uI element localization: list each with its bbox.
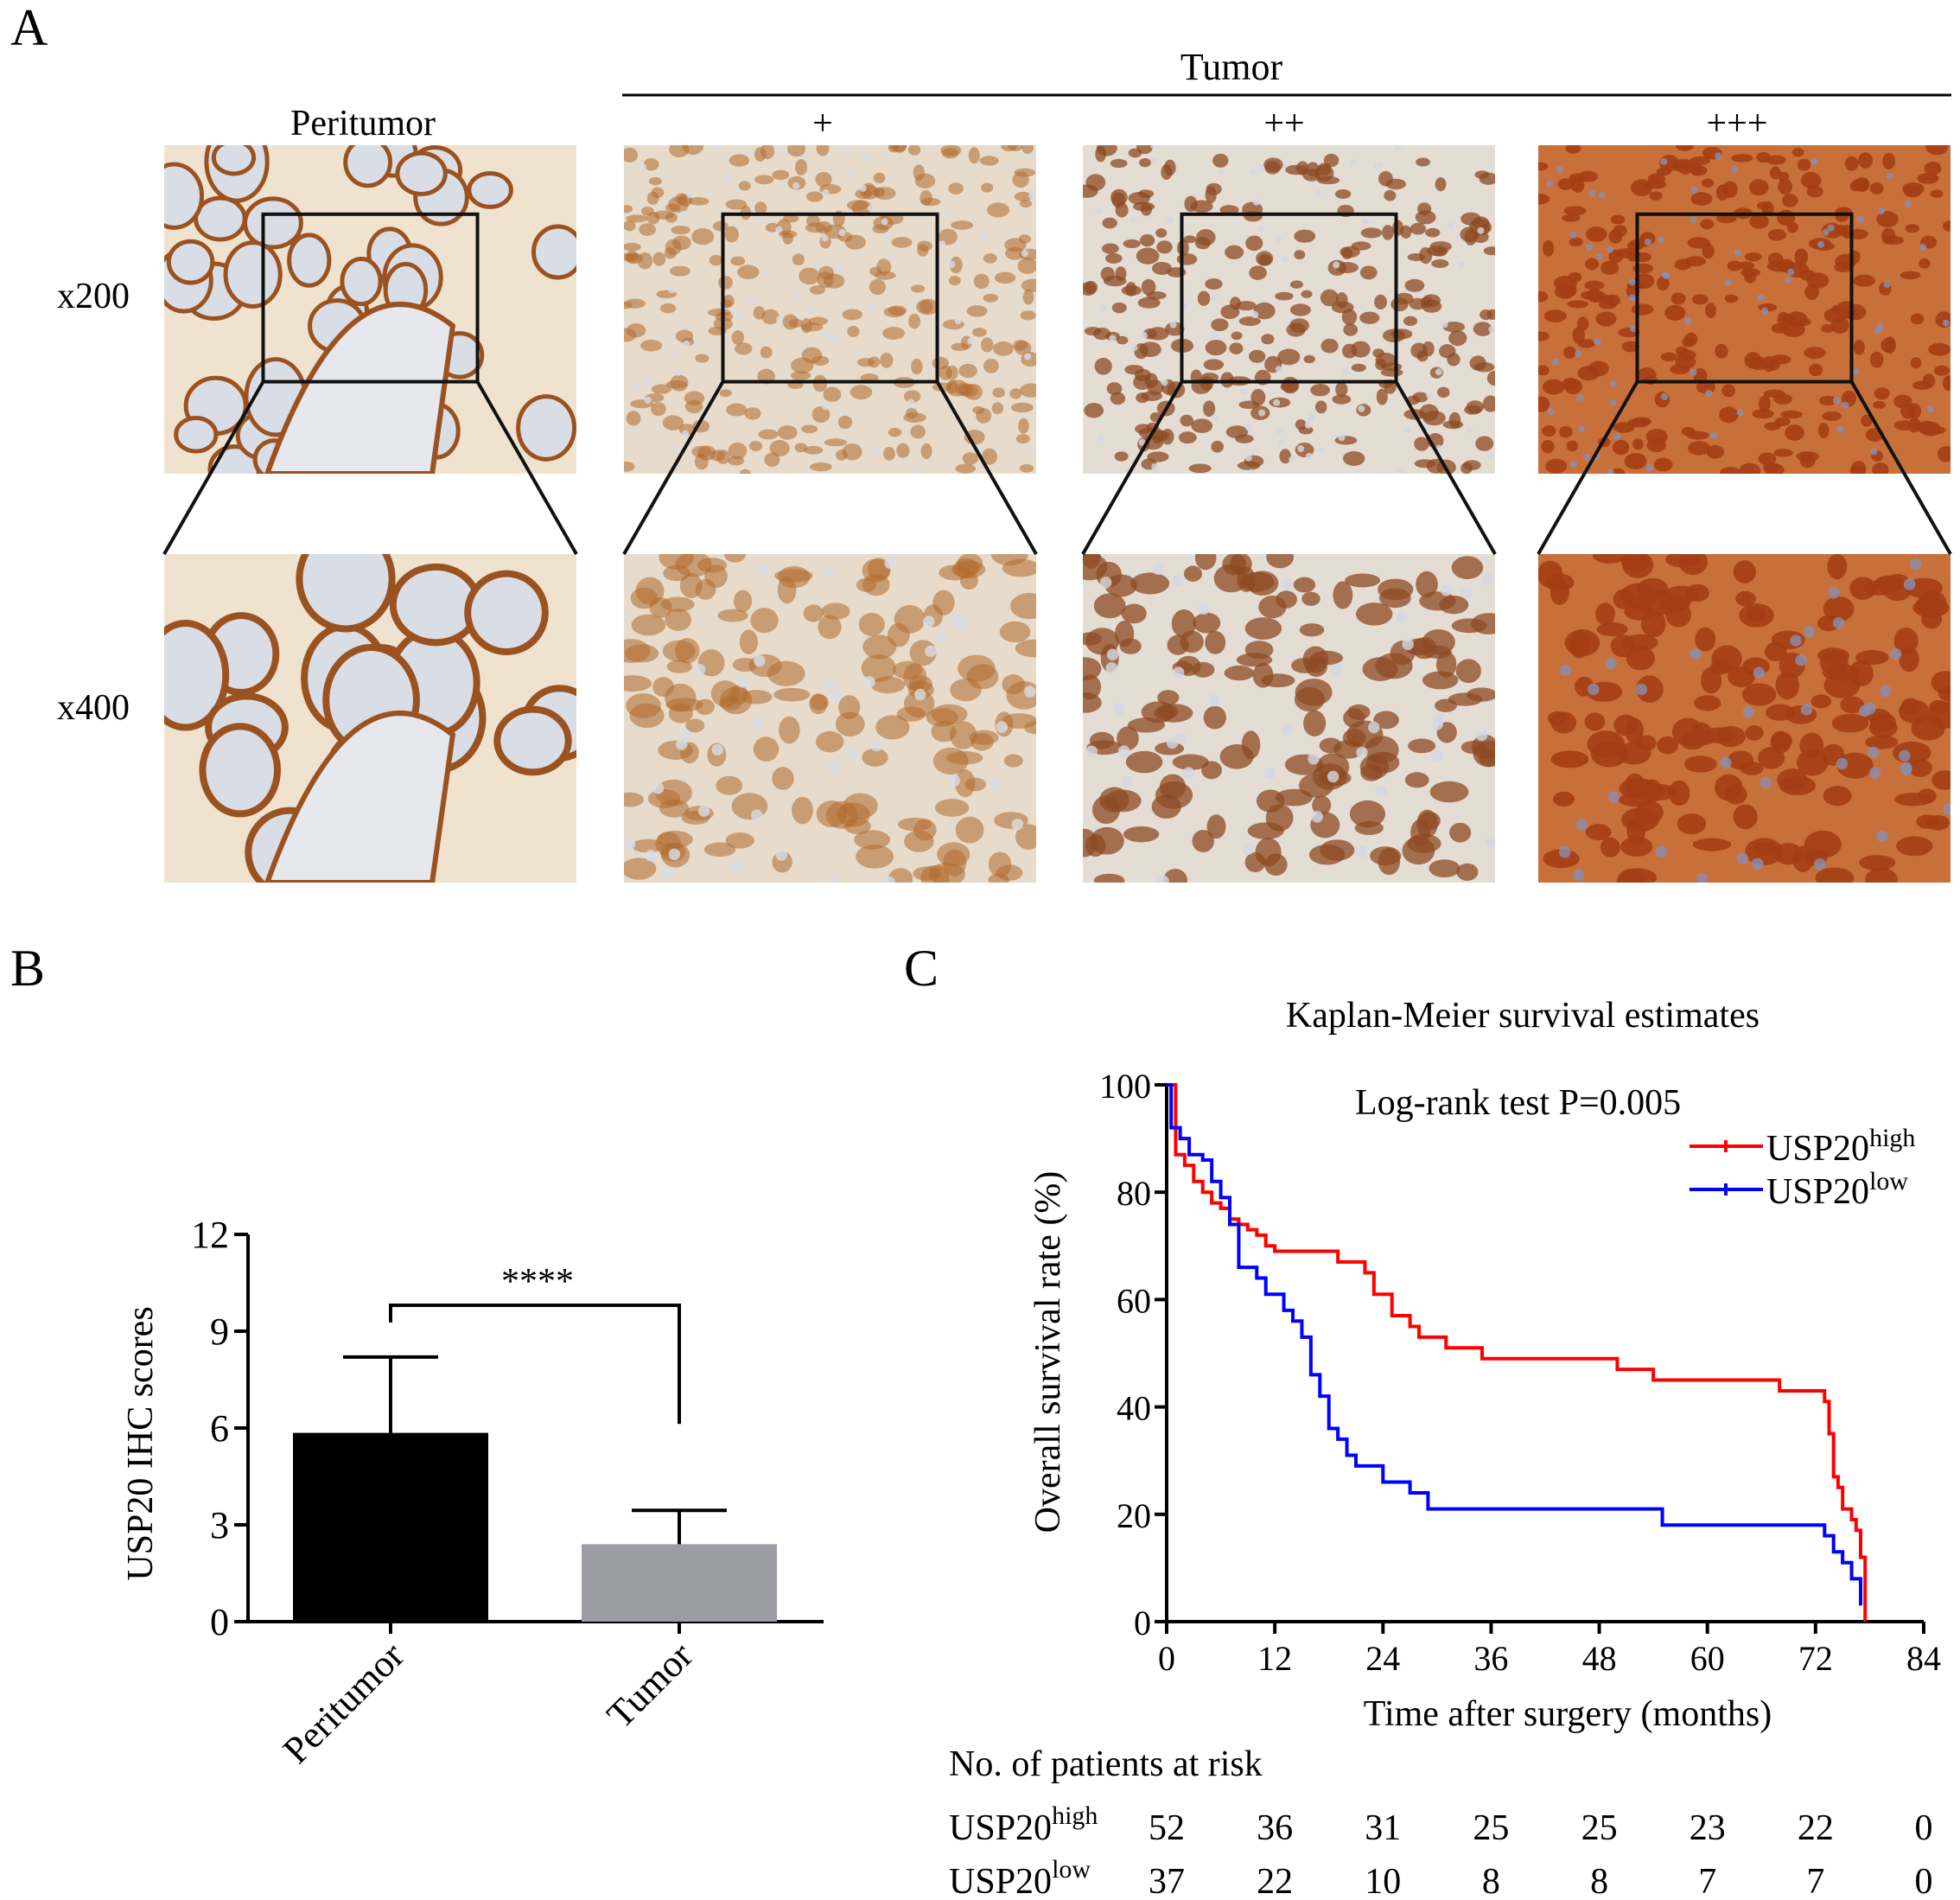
risk-count-high: 52 (1149, 1808, 1185, 1848)
risk-count-low: 10 (1365, 1862, 1401, 1900)
micrograph-plusplusplus-x400 (1538, 554, 1950, 883)
risk-table-title: No. of patients at risk (949, 1744, 1263, 1784)
zoom-line-right-plus (935, 380, 1038, 555)
km-y-tick-label: 0 (1134, 1604, 1151, 1642)
micrograph-peritumor-x400 (164, 554, 576, 883)
km-legend-label-high: USP20high (1766, 1124, 1915, 1169)
micrograph-plus-x200 (624, 145, 1036, 474)
micrograph-plusplus-x400 (1083, 554, 1495, 883)
column-label-peritumor: Peritumor (290, 104, 436, 143)
km-x-tick-label: 48 (1582, 1639, 1617, 1678)
risk-row-label-high: USP20high (949, 1801, 1098, 1848)
km-x-tick-label: 84 (1906, 1639, 1941, 1678)
risk-count-high: 31 (1365, 1808, 1401, 1848)
km-x-tick-label: 0 (1158, 1639, 1175, 1678)
risk-count-low: 7 (1806, 1862, 1824, 1900)
micrograph-plusplusplus-x200 (1538, 145, 1950, 474)
panel-b-letter: B (10, 940, 45, 997)
panel-a: A Tumor Peritumor + ++ +++ x200 x400 (10, 0, 1952, 883)
bar-y-tick-label: 6 (210, 1407, 229, 1450)
km-x-tick-label: 36 (1473, 1639, 1508, 1678)
row-label-x400: x400 (57, 688, 130, 728)
column-label-plus: + (812, 104, 833, 143)
zoom-line-right-peritumor (475, 380, 578, 555)
km-title: Kaplan-Meier survival estimates (1286, 996, 1760, 1036)
micrograph-plus-x400 (624, 554, 1036, 883)
km-x-tick-label: 72 (1798, 1639, 1833, 1678)
zoom-line-right-plusplus (1394, 380, 1497, 555)
risk-count-high: 25 (1581, 1808, 1618, 1848)
risk-count-high: 0 (1915, 1808, 1933, 1848)
risk-table: USP20high 52 36 31 25 25 23 22 0 USP20low 37 22 10 8 8… (949, 1801, 1933, 1900)
micrograph-peritumor-x200 (164, 145, 576, 474)
km-ylabel: Overall survival rate (%) (1028, 1171, 1068, 1533)
km-y-tick-label: 100 (1099, 1067, 1151, 1106)
km-annotation: Log-rank test P=0.005 (1355, 1083, 1681, 1123)
zoom-line-left-plus (622, 380, 725, 555)
bar-category-label: Peritumor (275, 1634, 412, 1771)
km-y-tick-label: 80 (1117, 1174, 1151, 1213)
significance-marker: **** (501, 1262, 574, 1302)
risk-row-label-low: USP20low (949, 1855, 1091, 1900)
km-legend-label-low: USP20low (1766, 1167, 1908, 1212)
bar-y-tick-label: 9 (210, 1310, 229, 1353)
bar-y-tick-label: 3 (210, 1504, 229, 1546)
panel-a-letter: A (10, 0, 48, 56)
risk-count-low: 8 (1482, 1862, 1500, 1900)
risk-count-high: 23 (1690, 1808, 1726, 1848)
bar-y-tick-label: 0 (210, 1601, 229, 1643)
risk-count-low: 0 (1915, 1862, 1933, 1900)
risk-count-high: 36 (1257, 1808, 1293, 1848)
micrograph-plusplus-x200 (1083, 145, 1495, 474)
zoom-line-left-plusplusplus (1537, 380, 1639, 555)
panel-c-letter: C (904, 940, 939, 997)
significance-bracket (389, 1304, 681, 1425)
row-label-x200: x200 (57, 277, 130, 316)
km-y-tick-label: 40 (1117, 1389, 1151, 1428)
zoom-line-left-plusplus (1081, 380, 1184, 555)
risk-count-low: 8 (1590, 1862, 1608, 1900)
km-x-tick-label: 24 (1365, 1639, 1400, 1678)
panel-c: C Kaplan-Meier survival estimates Log-ra… (904, 940, 1941, 1900)
km-chart: 0 20 40 60 80 100 0 12 24 36 48 60 72 84 USP20highUSP2… (1099, 1067, 1941, 1678)
km-curve-high (1167, 1083, 1868, 1622)
km-y-tick-label: 20 (1117, 1496, 1151, 1535)
micrograph-grid (162, 145, 1952, 883)
risk-count-low: 22 (1257, 1862, 1293, 1900)
bar-peritumor (293, 1432, 488, 1622)
risk-count-high: 25 (1473, 1808, 1509, 1848)
bar-y-tick-label: 12 (191, 1214, 229, 1256)
bar-category-label: Tumor (599, 1634, 701, 1736)
column-label-plusplus: ++ (1263, 104, 1304, 143)
km-x-tick-label: 60 (1690, 1639, 1725, 1678)
risk-count-high: 22 (1798, 1808, 1834, 1848)
km-xlabel: Time after surgery (months) (1364, 1694, 1772, 1734)
zoom-line-left-peritumor (162, 380, 265, 555)
km-y-tick-label: 60 (1117, 1281, 1151, 1320)
bar-chart-ylabel: USP20 IHC scores (121, 1306, 161, 1580)
risk-count-low: 7 (1698, 1862, 1716, 1900)
bar-tumor (582, 1544, 777, 1622)
km-curve-low (1167, 1083, 1862, 1606)
risk-count-low: 37 (1149, 1862, 1185, 1900)
km-x-tick-label: 12 (1257, 1639, 1292, 1678)
tumor-group-label: Tumor (1180, 46, 1283, 88)
zoom-line-right-plusplusplus (1849, 380, 1952, 555)
column-label-plusplusplus: +++ (1706, 104, 1767, 143)
